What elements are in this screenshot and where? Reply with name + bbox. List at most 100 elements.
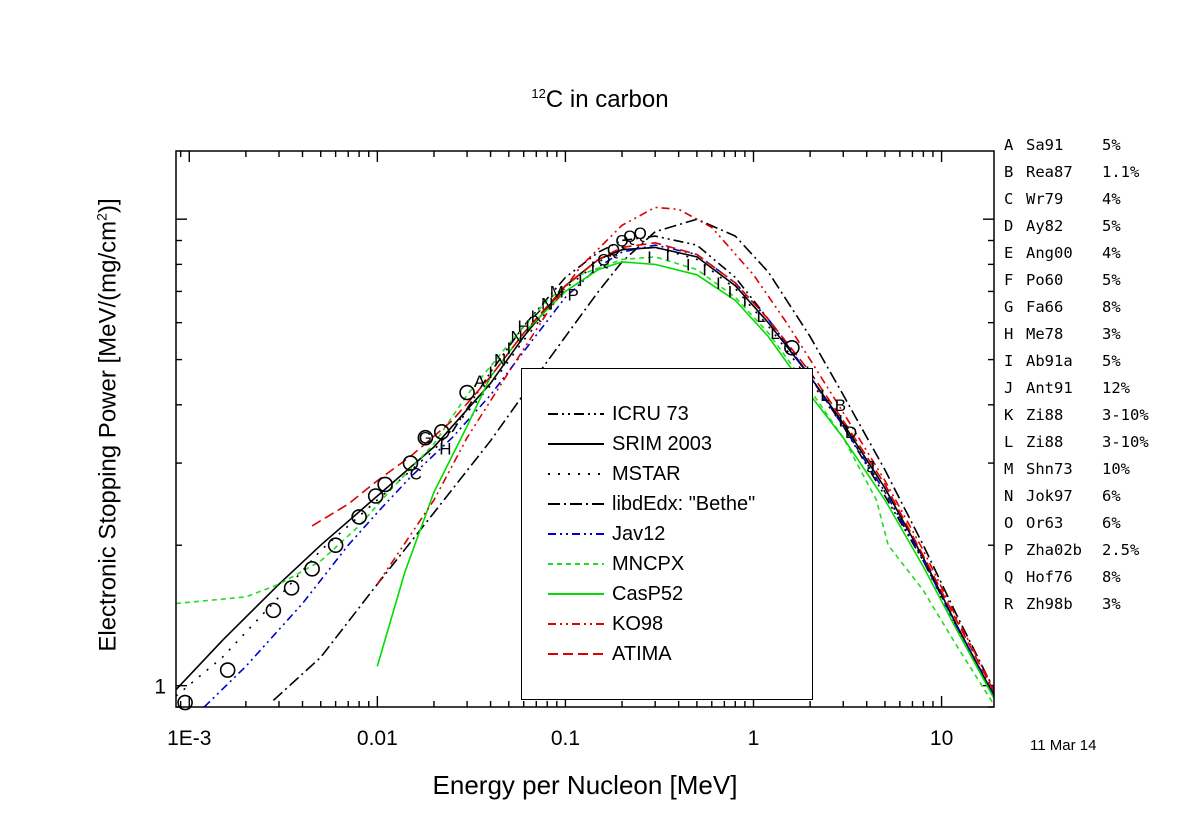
legend-swatch	[548, 593, 604, 595]
data-marker-label: L	[838, 412, 847, 431]
reference-error: 5%	[1102, 217, 1121, 235]
legend-item-2: MSTAR	[548, 459, 681, 489]
reference-error: 1.1%	[1102, 163, 1140, 181]
date-stamp: 11 Mar 14	[1030, 737, 1097, 754]
legend-swatch	[548, 563, 604, 565]
reference-letter: J	[1004, 379, 1014, 397]
data-marker-label: N	[510, 328, 522, 347]
series-line-3	[272, 218, 994, 701]
y-axis-label-text: Electronic Stopping Power [MeV/(mg/cm	[94, 220, 122, 652]
reference-error: 6%	[1102, 487, 1121, 505]
data-markers: CGIHAININHKNMPIIQQQQQIIIIIIILLLLBLDJ	[177, 224, 875, 711]
reference-error: 5%	[1102, 271, 1121, 289]
x-tick-label: 1E-3	[167, 727, 211, 750]
series-line-2	[176, 246, 994, 699]
data-marker-label: K	[531, 307, 543, 326]
data-marker-label: I	[439, 435, 444, 454]
reference-item: Q Hof76 8%	[1004, 564, 1149, 591]
reference-name: Zh98b	[1026, 595, 1073, 613]
x-axis-label: Energy per Nucleon [MeV]	[432, 770, 738, 800]
legend-item-6: CasP52	[548, 579, 683, 609]
reference-item: L Zi88 3-10%	[1004, 429, 1149, 456]
reference-error: 8%	[1102, 568, 1121, 586]
data-marker-label: I	[591, 258, 596, 277]
plot-frame	[175, 150, 995, 708]
data-marker-circle	[177, 694, 193, 711]
series-line-7	[376, 206, 994, 691]
reference-item: N Jok97 6%	[1004, 483, 1149, 510]
x-tick-label: 10	[930, 727, 953, 750]
reference-item: P Zha02b 2.5%	[1004, 537, 1149, 564]
data-marker-circle	[327, 537, 344, 554]
reference-list: A Sa91 5% B Rea87 1.1% C Wr79 4% D Ay82 5% E Ang00 4% F…	[1004, 132, 1149, 618]
reference-item: O Or63 6%	[1004, 510, 1149, 537]
series-line-4	[203, 244, 994, 707]
data-marker-circle	[283, 580, 300, 596]
reference-name: Ant91	[1026, 379, 1073, 397]
data-marker-label: I	[702, 261, 707, 280]
reference-name: Rea87	[1026, 163, 1073, 181]
reference-name: Jok97	[1026, 487, 1073, 505]
reference-letter: C	[1004, 190, 1014, 208]
data-marker-label: Q	[597, 250, 610, 269]
y-tick-label: 1	[154, 676, 166, 699]
reference-letter: M	[1004, 460, 1014, 478]
reference-item: C Wr79 4%	[1004, 186, 1149, 213]
reference-name: Or63	[1026, 514, 1064, 532]
reference-error: 5%	[1102, 352, 1121, 370]
reference-name: Po60	[1026, 271, 1064, 289]
legend-label: KO98	[612, 612, 664, 635]
x-tick-label: 1	[748, 727, 760, 750]
reference-name: Ang00	[1026, 244, 1073, 262]
reference-letter: H	[1004, 325, 1014, 343]
legend-item-4: Jav12	[548, 519, 665, 549]
reference-letter: A	[1004, 136, 1014, 154]
reference-name: Me78	[1026, 325, 1064, 343]
reference-item: K Zi88 3-10%	[1004, 402, 1149, 429]
data-marker-label: G	[419, 429, 432, 448]
reference-name: Sa91	[1026, 136, 1064, 154]
data-marker-circle	[784, 339, 800, 356]
reference-error: 4%	[1102, 244, 1121, 262]
reference-item: A Sa91 5%	[1004, 132, 1149, 159]
reference-name: Zha02b	[1026, 541, 1082, 559]
reference-item: G Fa66 8%	[1004, 294, 1149, 321]
reference-letter: D	[1004, 217, 1014, 235]
series-lines	[176, 206, 994, 707]
x-tick-label: 0.1	[551, 727, 580, 750]
data-marker-circle	[459, 384, 475, 401]
data-marker-label: Q	[607, 241, 620, 260]
data-marker-label: I	[665, 245, 670, 264]
tick-labels: 1E-3 0.01 0.1 1 10 1	[154, 676, 953, 750]
data-marker-label: L	[757, 307, 766, 326]
data-marker-label: L	[820, 386, 829, 405]
data-marker-label: I	[578, 271, 583, 290]
data-marker-label: L	[770, 324, 779, 343]
legend-label: ICRU 73	[612, 402, 689, 425]
data-marker-label: I	[647, 248, 652, 267]
reference-error: 3-10%	[1102, 406, 1149, 424]
title-text: C in carbon	[545, 86, 669, 113]
legend-item-1: SRIM 2003	[548, 429, 712, 459]
data-marker-label: C	[410, 464, 422, 483]
legend-label: libdEdx: "Bethe"	[612, 492, 756, 515]
data-marker-label: I	[686, 255, 691, 274]
title-mass-number: 12	[531, 86, 546, 101]
legend-swatch	[548, 623, 604, 625]
data-marker-label: M	[550, 282, 564, 301]
legend-swatch	[548, 533, 604, 535]
y-axis-label: Electronic Stopping Power [MeV/(mg/cm2)]	[94, 198, 123, 651]
reference-name: Fa66	[1026, 298, 1064, 316]
reference-name: Ab91a	[1026, 352, 1073, 370]
legend-swatch	[548, 443, 604, 445]
data-marker-circle	[265, 602, 282, 619]
reference-error: 6%	[1102, 514, 1121, 532]
data-marker-circle	[351, 509, 367, 525]
series-line-6	[376, 261, 994, 699]
reference-error: 3-10%	[1102, 433, 1149, 451]
legend: ICRU 73 SRIM 2003 MSTAR libdEdx: "Bethe" Jav…	[521, 368, 813, 700]
reference-item: H Me78 3%	[1004, 321, 1149, 348]
reference-item: R Zh98b 3%	[1004, 591, 1149, 618]
reference-letter: E	[1004, 244, 1014, 262]
reference-item: F Po60 5%	[1004, 267, 1149, 294]
